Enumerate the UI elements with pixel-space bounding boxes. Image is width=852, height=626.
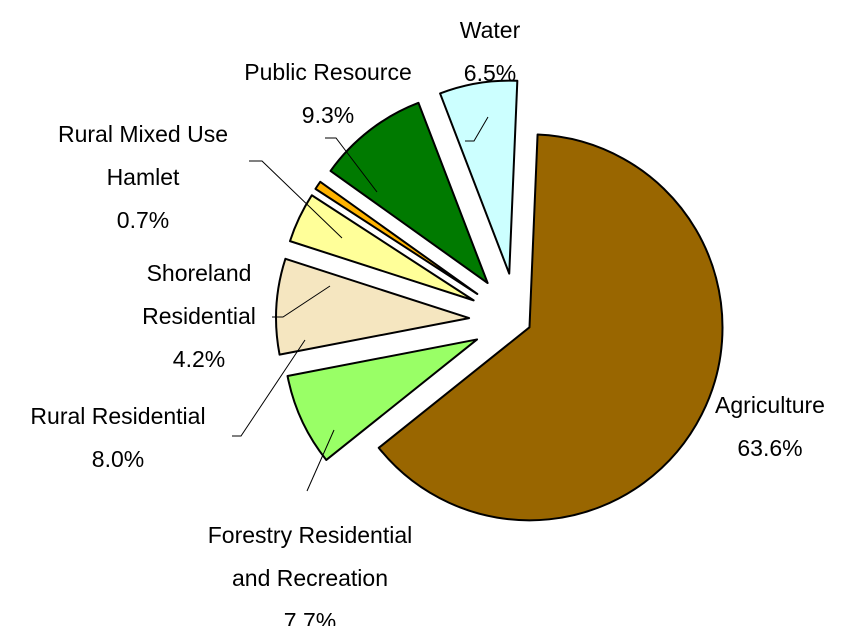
pie-slice-agriculture: [377, 133, 724, 522]
pie-slice-rural-residential: [275, 257, 471, 356]
pie-slice-forestry-residential-and-recreation: [286, 338, 479, 461]
slice-label-rural-residential: Rural Residential 8.0%: [30, 403, 205, 472]
pie-slice-public-resource: [329, 101, 489, 285]
slice-label-public-resource: Public Resource 9.3%: [244, 59, 411, 128]
slice-value-label: 6.5%: [464, 60, 516, 86]
pie-slice-rural-mixed-use-hamlet: [314, 180, 479, 295]
slice-name-label: Water: [460, 17, 521, 43]
slice-value-label: 9.3%: [302, 102, 354, 128]
slice-value-label: 8.0%: [92, 446, 144, 472]
slice-value-label: 0.7%: [117, 207, 169, 233]
leader-line-rural-residential: [232, 339, 306, 437]
pie-slices: [275, 79, 724, 522]
slice-name-label: and Recreation: [232, 565, 388, 591]
slice-label-shoreland-residential: Shoreland Residential 4.2%: [142, 260, 256, 372]
slice-name-label: Residential: [142, 303, 256, 329]
slice-value-label: 7.7%: [284, 608, 336, 626]
slice-name-label: Forestry Residential: [208, 522, 413, 548]
slice-name-label: Rural Mixed Use: [58, 121, 228, 147]
slice-label-forestry-residential-and-recreation: Forestry Residential and Recreation 7.7%: [208, 522, 413, 626]
pie-slice-water: [439, 79, 519, 275]
leader-line-rural-mixed-use-hamlet: [249, 160, 343, 239]
pie-slice-shoreland-residential: [288, 194, 475, 302]
slice-label-rural-mixed-use-hamlet: Rural Mixed Use Hamlet 0.7%: [58, 121, 228, 233]
slice-labels: Agriculture 63.6% Forestry Residential and …: [30, 17, 825, 626]
slice-label-agriculture: Agriculture 63.6%: [715, 392, 825, 461]
slice-name-label: Shoreland: [147, 260, 252, 286]
slice-label-water: Water 6.5%: [460, 17, 521, 86]
leader-lines: [232, 116, 489, 492]
leader-line-forestry-residential-and-recreation: [306, 429, 335, 492]
slice-value-label: 63.6%: [737, 435, 802, 461]
leader-line-public-resource: [325, 137, 378, 193]
leader-line-water: [465, 116, 489, 142]
slice-name-label: Public Resource: [244, 59, 411, 85]
slice-value-label: 4.2%: [173, 346, 225, 372]
slice-name-label: Hamlet: [107, 164, 180, 190]
leader-line-shoreland-residential: [272, 285, 331, 318]
slice-name-label: Rural Residential: [30, 403, 205, 429]
slice-name-label: Agriculture: [715, 392, 825, 418]
